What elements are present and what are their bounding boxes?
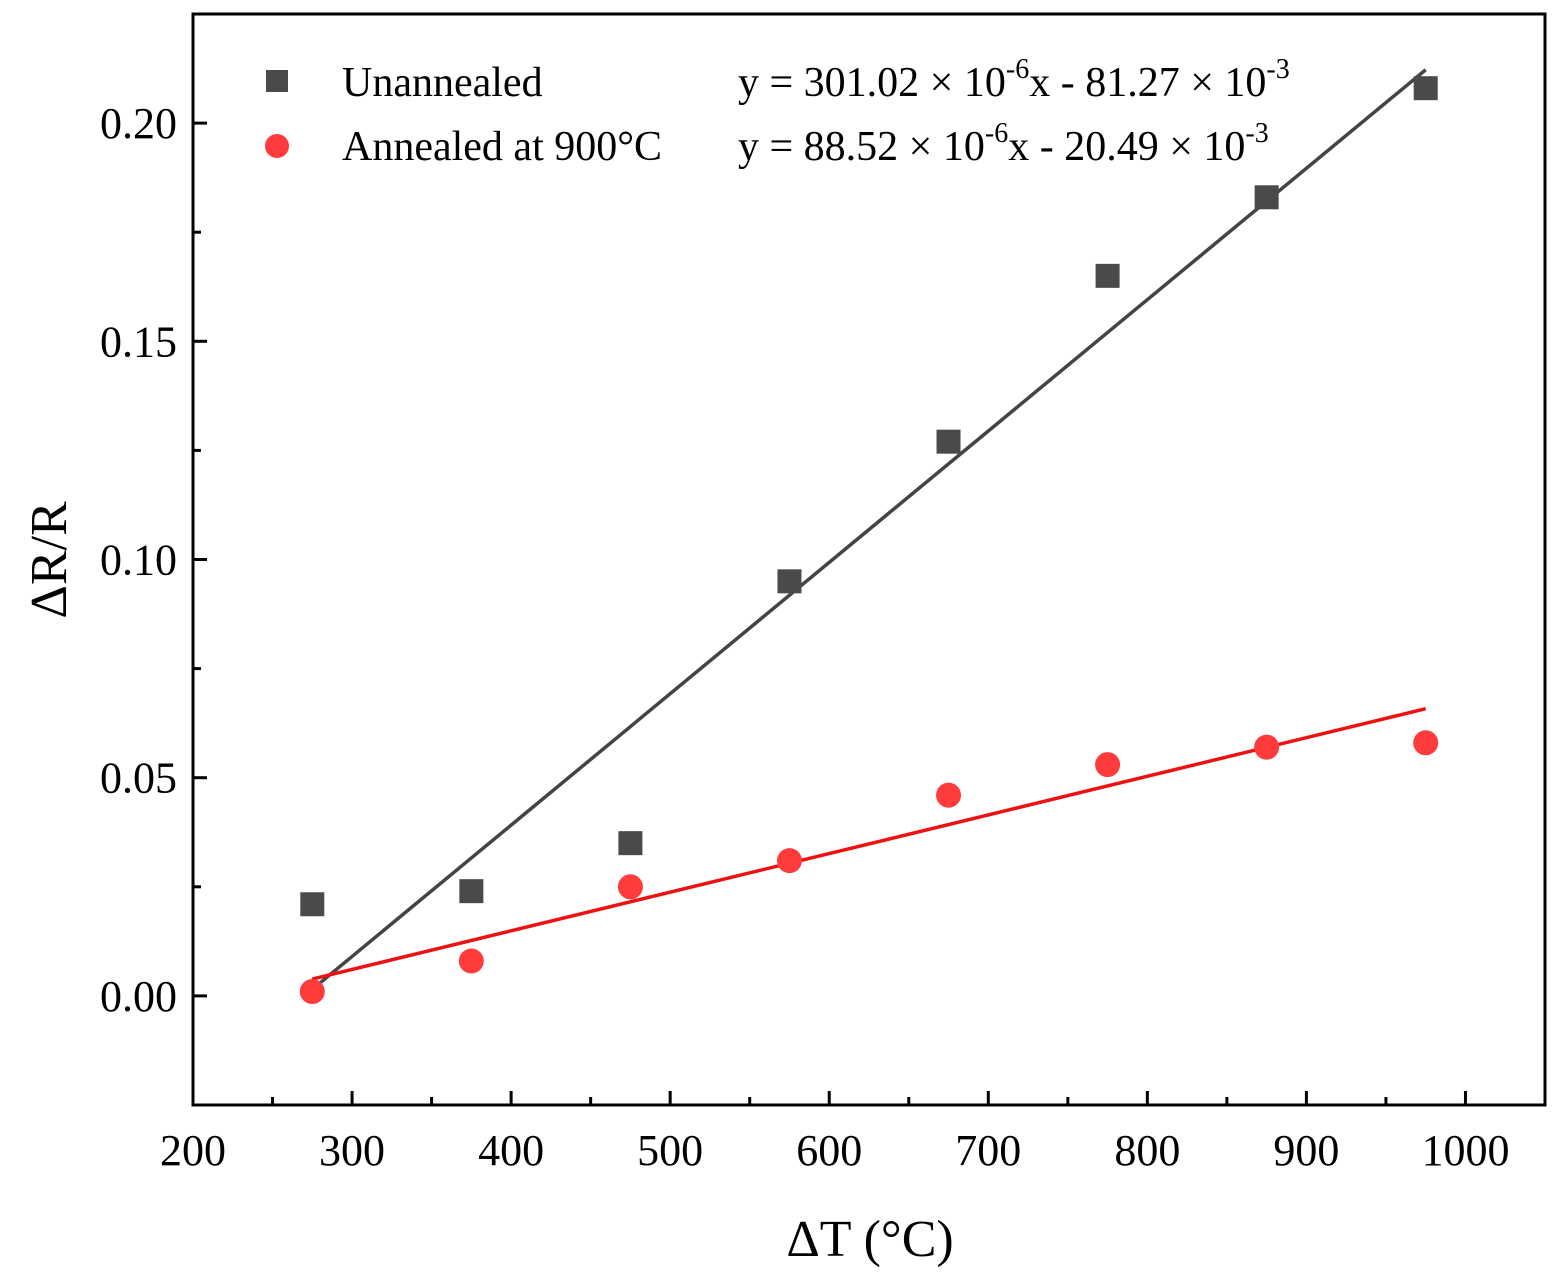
point-unannealed bbox=[936, 429, 961, 454]
fit-lines bbox=[311, 68, 1427, 991]
point-unannealed bbox=[1254, 185, 1279, 210]
x-axis-title: ΔT (°C) bbox=[786, 1211, 953, 1268]
fit-equation-unannealed: y = 301.02 × 10-6x - 81.27 × 10-3 bbox=[738, 54, 1290, 106]
point-annealed bbox=[458, 948, 484, 974]
legend-marker-unannealed bbox=[266, 70, 288, 92]
point-unannealed bbox=[300, 892, 325, 917]
x-tick-label: 200 bbox=[160, 1126, 226, 1175]
point-annealed bbox=[936, 782, 962, 808]
x-tick-label: 800 bbox=[1114, 1126, 1180, 1175]
eq2-exp1: -6 bbox=[985, 118, 1008, 149]
fit-equation-annealed: y = 88.52 × 10-6x - 20.49 × 10-3 bbox=[738, 118, 1269, 170]
legend-marker-annealed bbox=[265, 134, 289, 158]
point-unannealed bbox=[1413, 76, 1438, 101]
point-annealed bbox=[299, 979, 325, 1005]
eq2-prefix: y = 88.52 × 10 bbox=[738, 124, 985, 170]
x-tick-label: 700 bbox=[955, 1126, 1021, 1175]
point-annealed bbox=[617, 874, 643, 900]
eq1-exp2: -3 bbox=[1266, 54, 1289, 85]
x-tick-label: 300 bbox=[319, 1126, 385, 1175]
x-tick-label: 1000 bbox=[1421, 1126, 1509, 1175]
x-tick-label: 900 bbox=[1273, 1126, 1339, 1175]
plot-frame bbox=[191, 12, 1547, 1107]
point-annealed bbox=[776, 848, 802, 874]
eq2-middle: x - 20.49 × 10 bbox=[1008, 124, 1245, 170]
data-markers bbox=[299, 76, 1439, 1005]
x-tick-label: 600 bbox=[796, 1126, 862, 1175]
y-tick-label: 0.10 bbox=[100, 536, 177, 585]
eq2-exp2: -3 bbox=[1245, 118, 1268, 149]
point-unannealed bbox=[618, 831, 643, 856]
point-annealed bbox=[1413, 730, 1439, 756]
y-tick-label: 0.15 bbox=[100, 317, 177, 366]
y-tick-label: 0.00 bbox=[100, 972, 177, 1021]
point-annealed bbox=[1095, 752, 1121, 778]
legend-label-annealed: Annealed at 900°C bbox=[342, 124, 662, 170]
legend: Unannealed Annealed at 900°C y = 301.02 … bbox=[265, 54, 1290, 170]
legend-label-unannealed: Unannealed bbox=[342, 60, 543, 106]
fit-line-unannealed bbox=[311, 68, 1427, 991]
y-axis-title: ΔR/R bbox=[21, 501, 78, 619]
point-unannealed bbox=[777, 569, 802, 594]
fit-line-annealed bbox=[311, 706, 1427, 981]
eq1-middle: x - 81.27 × 10 bbox=[1029, 60, 1266, 106]
eq1-prefix: y = 301.02 × 10 bbox=[738, 60, 1006, 106]
y-tick-label: 0.20 bbox=[100, 99, 177, 148]
y-tick-label: 0.05 bbox=[100, 754, 177, 803]
x-tick-label: 400 bbox=[478, 1126, 544, 1175]
y-axis-ticks: 0.00 0.05 0.10 0.15 0.20 bbox=[100, 12, 207, 1021]
x-axis-ticks: 200 300 400 500 600 700 800 900 1000 bbox=[160, 1091, 1509, 1175]
eq1-exp1: -6 bbox=[1006, 54, 1029, 85]
x-tick-label: 500 bbox=[637, 1126, 703, 1175]
point-annealed bbox=[1254, 734, 1280, 760]
point-unannealed bbox=[459, 879, 484, 904]
point-unannealed bbox=[1095, 263, 1120, 288]
